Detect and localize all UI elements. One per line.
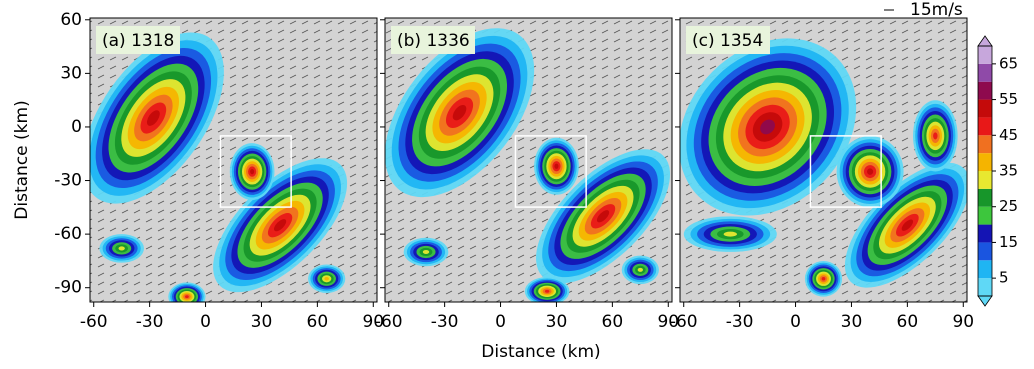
- colorbar-tick-label: 25: [999, 197, 1018, 215]
- label-box: [391, 26, 475, 54]
- echo: [422, 249, 430, 255]
- panel-label: (b) 1336: [397, 31, 470, 51]
- colorbar-extend: [977, 35, 993, 47]
- panel-field: [90, 18, 377, 302]
- colorbar-bin: [978, 242, 992, 261]
- y-axis-label: Distance (km): [12, 100, 32, 219]
- frame: [679, 17, 968, 303]
- x-tick-label: 0: [790, 312, 801, 332]
- echo: [554, 163, 559, 169]
- frame: [89, 17, 378, 303]
- x-tick-label: 30: [546, 312, 568, 332]
- colorbar-bin: [978, 63, 992, 82]
- x-tick-label: -30: [726, 312, 754, 332]
- echo: [118, 246, 125, 251]
- y-tick-label: 0: [71, 117, 82, 137]
- colorbar-bin: [978, 224, 992, 243]
- colorbar-tick-label: 35: [999, 162, 1018, 180]
- x-tick-label: 90: [362, 312, 384, 332]
- vector-key-label: 15m/s: [910, 0, 963, 20]
- colorbar-tick-label: 45: [999, 126, 1018, 144]
- echo: [452, 104, 467, 121]
- colorbar-bin: [978, 153, 992, 171]
- x-tick-label: 60: [307, 312, 329, 332]
- echo: [596, 210, 610, 223]
- label-box: [96, 26, 180, 54]
- x-tick-label: 60: [602, 312, 624, 332]
- colorbar-bin: [978, 46, 992, 64]
- frame: [384, 17, 673, 303]
- colorbar-bin: [978, 278, 992, 296]
- x-tick-label: -60: [80, 312, 108, 332]
- analysis-box: [219, 135, 292, 208]
- y-tick-label: -60: [54, 224, 82, 244]
- panel-field: [680, 18, 967, 302]
- colorbar-extend: [977, 295, 993, 307]
- x-tick-label: 0: [495, 312, 506, 332]
- x-axis-label: Distance (km): [481, 342, 600, 362]
- x-tick-label: -30: [431, 312, 459, 332]
- panel-field: [385, 18, 672, 302]
- colorbar-bin: [978, 260, 992, 279]
- colorbar-tick-label: 15: [999, 233, 1018, 251]
- analysis-box: [809, 135, 882, 208]
- x-tick-label: 90: [657, 312, 679, 332]
- panel-label: (a) 1318: [102, 31, 174, 51]
- y-tick-label: -90: [54, 278, 82, 298]
- x-tick-label: 60: [897, 312, 919, 332]
- colorbar-bin: [978, 99, 992, 118]
- y-tick-label: 60: [60, 10, 82, 30]
- echo: [146, 110, 160, 126]
- panel-label: (c) 1354: [692, 31, 763, 51]
- label-box: [686, 26, 770, 54]
- colorbar-bin: [978, 81, 992, 100]
- echo: [637, 267, 643, 272]
- echo: [544, 289, 550, 293]
- echo: [324, 276, 330, 281]
- x-tick-label: 30: [251, 312, 273, 332]
- echo: [250, 169, 255, 175]
- y-tick-label: -30: [54, 171, 82, 191]
- analysis-box: [514, 135, 587, 208]
- echo: [933, 132, 938, 140]
- colorbar-bin: [978, 135, 992, 154]
- colorbar-bin: [978, 117, 992, 136]
- echo: [821, 276, 826, 281]
- echo: [901, 219, 914, 231]
- echo: [723, 231, 737, 237]
- x-tick-label: 90: [952, 312, 974, 332]
- x-tick-label: 0: [200, 312, 211, 332]
- colorbar-bin: [978, 206, 992, 225]
- echo: [274, 219, 287, 232]
- echo: [867, 168, 874, 175]
- echo: [185, 295, 189, 299]
- y-tick-label: 30: [60, 63, 82, 83]
- colorbar-tick-label: 55: [999, 90, 1018, 108]
- x-tick-label: -60: [670, 312, 698, 332]
- x-tick-label: 30: [841, 312, 863, 332]
- colorbar-tick-label: 65: [999, 54, 1018, 72]
- x-tick-label: -60: [375, 312, 403, 332]
- colorbar-bin: [978, 188, 992, 207]
- x-tick-label: -30: [136, 312, 164, 332]
- colorbar-bin: [978, 171, 992, 189]
- echo: [760, 119, 775, 135]
- colorbar-tick-label: 5: [999, 269, 1009, 287]
